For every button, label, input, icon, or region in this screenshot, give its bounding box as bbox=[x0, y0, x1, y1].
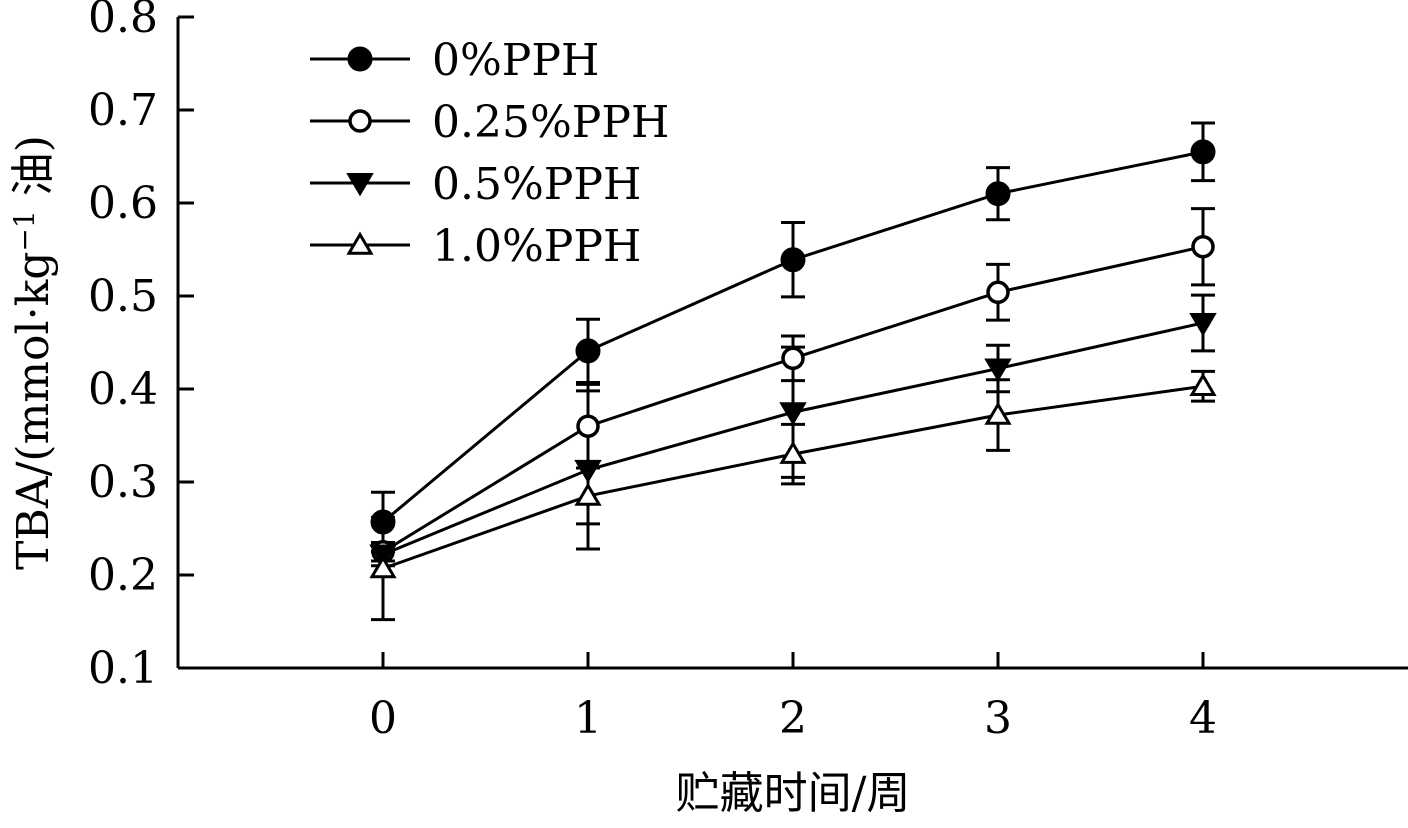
y-tick-label: 0.4 bbox=[88, 364, 158, 415]
legend-marker bbox=[347, 46, 373, 72]
y-tick-label: 0.7 bbox=[88, 85, 158, 136]
data-point bbox=[576, 414, 600, 438]
x-tick-label: 2 bbox=[779, 693, 807, 744]
data-point bbox=[984, 401, 1012, 425]
legend-marker bbox=[348, 109, 372, 133]
data-point bbox=[574, 482, 602, 506]
legend: 0%PPH 0.25%PPH 0.5%PPH 1.0%PPH bbox=[310, 35, 669, 272]
x-axis-title: 贮藏时间/周 bbox=[676, 768, 911, 819]
data-point bbox=[779, 440, 807, 464]
legend-label: 1.0%PPH bbox=[432, 221, 641, 272]
x-tick-label: 1 bbox=[574, 693, 602, 744]
data-point bbox=[1189, 312, 1217, 337]
y-axis-title: TBA/(mmol·kg−1 油) bbox=[8, 135, 59, 570]
x-tick-label: 3 bbox=[984, 693, 1012, 744]
data-point bbox=[779, 402, 807, 426]
data-point bbox=[369, 555, 397, 579]
data-point bbox=[781, 346, 805, 371]
data-point bbox=[370, 509, 396, 535]
y-tick-label: 0.2 bbox=[88, 550, 158, 601]
legend-marker bbox=[346, 173, 374, 197]
legend-label: 0.5%PPH bbox=[432, 159, 641, 210]
data-points bbox=[369, 139, 1217, 579]
y-tick-label: 0.1 bbox=[88, 643, 158, 694]
y-tick-label: 0.8 bbox=[88, 0, 158, 43]
data-point bbox=[574, 459, 602, 484]
y-tick-label: 0.3 bbox=[88, 457, 158, 508]
x-tick-label: 0 bbox=[369, 693, 397, 744]
data-point bbox=[1191, 234, 1215, 259]
data-point bbox=[1190, 139, 1216, 165]
legend-marker bbox=[346, 231, 374, 255]
axes: 0.1 0.2 0.3 0.4 0.5 0.6 0.7 0.8 0 1 2 3 4 贮藏时间/周 TBA/(… bbox=[8, 0, 1408, 819]
data-point bbox=[985, 181, 1011, 207]
legend-label: 0.25%PPH bbox=[432, 97, 669, 148]
y-tick-label: 0.5 bbox=[88, 271, 158, 322]
data-point bbox=[1189, 372, 1217, 396]
data-point bbox=[780, 247, 806, 273]
data-point bbox=[575, 338, 601, 364]
y-tick-label: 0.6 bbox=[88, 178, 158, 229]
x-tick-label: 4 bbox=[1189, 693, 1217, 744]
data-point bbox=[984, 358, 1012, 382]
legend-label: 0%PPH bbox=[432, 35, 599, 86]
data-point bbox=[986, 280, 1010, 305]
